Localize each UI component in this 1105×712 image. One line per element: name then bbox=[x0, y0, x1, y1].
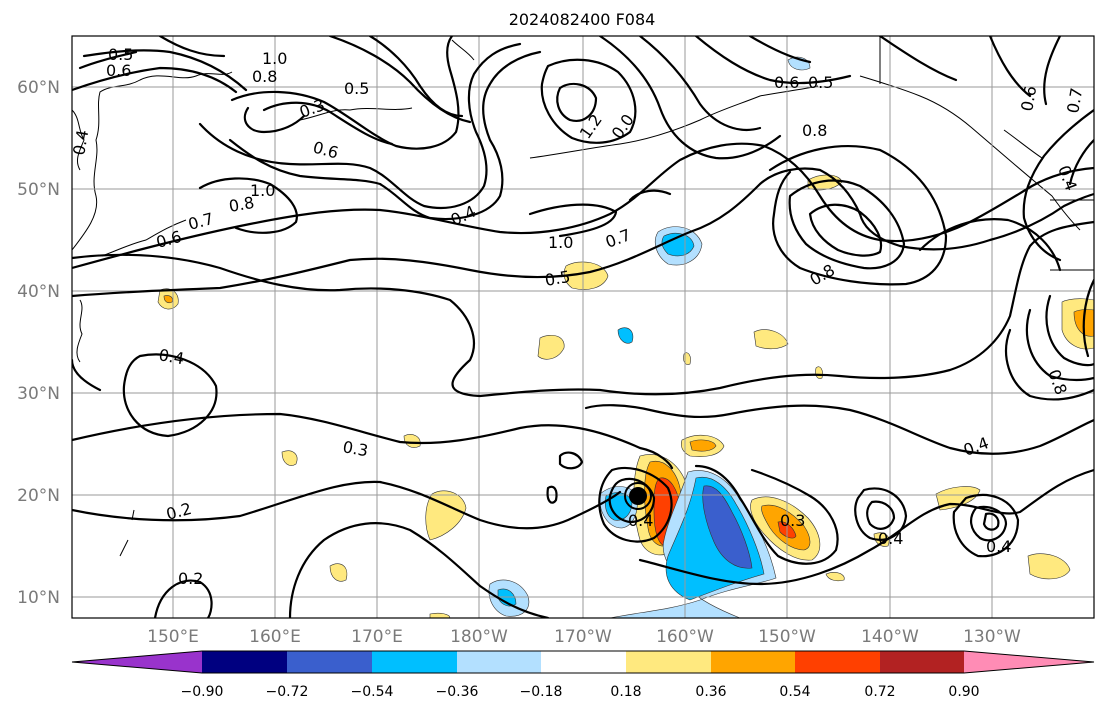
contour-label: 0.4 bbox=[69, 128, 92, 156]
lat-label: 20°N bbox=[17, 486, 60, 506]
contour-label: 0.4 bbox=[878, 529, 903, 548]
colorbar-segment bbox=[72, 651, 202, 673]
anomaly-cyan-south bbox=[497, 588, 517, 607]
colorbar: −0.90 −0.72 −0.54 −0.36 −0.18 0.18 0.36 … bbox=[71, 650, 1095, 700]
anomaly-yellow-b bbox=[537, 335, 565, 360]
contour-label: 0.5 bbox=[108, 45, 133, 64]
lon-label: 170°W bbox=[554, 627, 612, 647]
contour-label: 0.4 bbox=[628, 511, 653, 530]
colorbar-tick-label: −0.18 bbox=[520, 684, 563, 700]
lon-label: 170°E bbox=[351, 627, 403, 647]
lat-label: 10°N bbox=[17, 588, 60, 608]
colorbar-segment bbox=[880, 651, 964, 673]
anomaly-orange-north bbox=[689, 439, 717, 452]
anomaly-yellow-l bbox=[329, 563, 348, 582]
contour-label: 0.2 bbox=[178, 569, 203, 588]
lat-label: 60°N bbox=[17, 78, 60, 98]
figure-title: 2024082400 F084 bbox=[509, 10, 656, 29]
anomaly-yellow-o bbox=[429, 612, 451, 618]
colorbar-tick-label: 0.36 bbox=[695, 684, 726, 700]
colorbar-tick-label: −0.54 bbox=[351, 684, 394, 700]
colorbar-segment bbox=[457, 651, 541, 673]
lon-label: 140°W bbox=[861, 627, 919, 647]
lat-label: 30°N bbox=[17, 384, 60, 404]
contour-lines bbox=[72, 36, 1094, 618]
contour-label: 0.5 bbox=[543, 267, 571, 290]
anomaly-orange-i bbox=[163, 295, 173, 304]
contour-label: 1.0 bbox=[548, 233, 573, 252]
contour-label: 0.4 bbox=[986, 537, 1011, 556]
anomaly-yellow-c bbox=[563, 261, 609, 290]
contour-label: 0.8 bbox=[802, 121, 827, 140]
colorbar-segment bbox=[541, 651, 626, 673]
contour-label: 1.0 bbox=[262, 49, 287, 68]
lon-label: 150°W bbox=[758, 627, 816, 647]
anomaly-yellow-f bbox=[1027, 553, 1071, 580]
colorbar-segment bbox=[964, 651, 1094, 673]
anomaly-yellow-j bbox=[281, 450, 298, 466]
colorbar-tick-label: 0.72 bbox=[864, 684, 895, 700]
contour-label: 0.6 bbox=[774, 73, 799, 92]
lon-label: 150°E bbox=[147, 627, 199, 647]
map-frame bbox=[71, 35, 1095, 619]
anomaly-yellow-a bbox=[425, 490, 467, 541]
lon-label: 160°W bbox=[656, 627, 714, 647]
colorbar-tick-label: −0.36 bbox=[436, 684, 479, 700]
lat-label: 50°N bbox=[17, 180, 60, 200]
colorbar-tick-label: −0.72 bbox=[266, 684, 309, 700]
anomaly-yellow-m bbox=[825, 572, 845, 582]
colorbar-segment bbox=[372, 651, 457, 673]
contour-label: 0.5 bbox=[344, 79, 369, 98]
anomaly-yellow-d bbox=[753, 329, 789, 350]
anomaly-cyan-b bbox=[617, 327, 634, 344]
colorbar-tick-label: −0.90 bbox=[181, 684, 224, 700]
storm-center-ring bbox=[624, 482, 652, 510]
lon-label: 160°E bbox=[249, 627, 301, 647]
contour-label: 0.4 bbox=[157, 345, 185, 368]
lon-label: 130°W bbox=[963, 627, 1021, 647]
latitude-labels: 60°N 50°N 40°N 30°N 20°N 10°N bbox=[17, 78, 60, 608]
shaded-anomaly-areas bbox=[157, 56, 1094, 618]
longitude-labels: 150°E 160°E 170°E 180°W 170°W 160°W 150°… bbox=[147, 627, 1021, 647]
storm-center-marker bbox=[629, 487, 647, 505]
colorbar-segment bbox=[287, 651, 372, 673]
anomaly-blue-core bbox=[702, 485, 753, 569]
lat-label: 40°N bbox=[17, 282, 60, 302]
colorbar-segment bbox=[795, 651, 880, 673]
contour-label: 0.7 bbox=[1063, 86, 1086, 114]
colorbar-tick-label: 0.54 bbox=[779, 684, 810, 700]
contour-label: 0.8 bbox=[227, 193, 255, 216]
lon-label: 180°W bbox=[450, 627, 508, 647]
contour-label: 0.6 bbox=[1017, 84, 1040, 112]
contour-label: 0.8 bbox=[252, 67, 277, 86]
anomaly-yellow-q bbox=[815, 366, 823, 379]
colorbar-segment bbox=[626, 651, 711, 673]
colorbar-segment bbox=[711, 651, 795, 673]
colorbar-outline bbox=[71, 650, 1095, 674]
contour-label: 1.0 bbox=[250, 181, 275, 200]
colorbar-tick-label: 0.18 bbox=[610, 684, 641, 700]
map-panel: 0.5 0.6 1.0 0.8 0.5 0.3 0.6 1.0 0.8 0.6 … bbox=[69, 36, 1094, 618]
colorbar-tick-label: 0.90 bbox=[948, 684, 979, 700]
contour-label: 0.3 bbox=[780, 511, 805, 530]
contour-label: 0.3 bbox=[341, 437, 369, 460]
colorbar-segment bbox=[202, 651, 287, 673]
contour-label: 0.6 bbox=[106, 61, 131, 80]
contour-label: 0.5 bbox=[808, 73, 833, 92]
